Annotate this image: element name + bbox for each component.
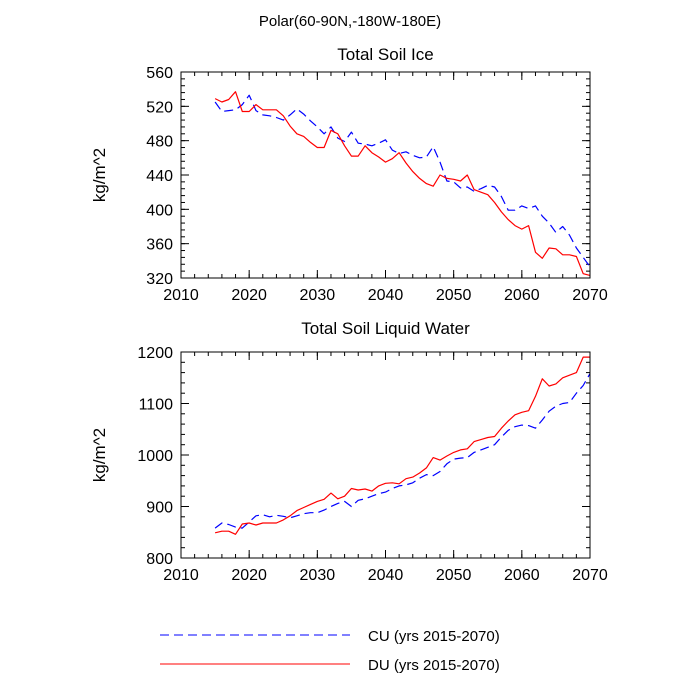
soil-ice-title: Total Soil Ice — [337, 45, 433, 64]
soil-ice-y-axis-label: kg/m^2 — [90, 148, 109, 202]
legend: CU (yrs 2015-2070) DU (yrs 2015-2070) — [160, 628, 500, 674]
soil-ice-x-tick-label: 2020 — [231, 287, 267, 304]
soil-ice-x-tick-label: 2010 — [163, 287, 199, 304]
soil-ice-y-tick-label: 560 — [146, 65, 173, 82]
soil-ice-panel: Total Soil Ice kg/m^2 2010 2020 2030 2040 2050… — [90, 45, 608, 304]
soil-liquid-water-x-tick-label: 2070 — [572, 567, 608, 584]
soil-liquid-water-title: Total Soil Liquid Water — [301, 319, 470, 338]
soil-liquid-water-y-tick-label: 1000 — [137, 448, 173, 465]
soil-liquid-water-y-tick-label: 900 — [146, 500, 173, 517]
soil-ice-y-tick-label: 440 — [146, 168, 173, 185]
soil-liquid-water-y-tick-label: 800 — [146, 551, 173, 568]
legend-label-cu: CU (yrs 2015-2070) — [368, 628, 500, 645]
soil-liquid-water-series-cu-line — [214, 373, 591, 529]
soil-ice-y-tick-label: 360 — [146, 237, 173, 254]
soil-ice-y-tick-label: 480 — [146, 134, 173, 151]
soil-ice-x-tick-label: 2070 — [572, 287, 608, 304]
soil-liquid-water-y-tick-label: 1100 — [139, 397, 174, 414]
soil-liquid-water-y-axis-label: kg/m^2 — [90, 428, 109, 482]
soil-ice-series-du-line — [214, 91, 591, 276]
soil-ice-x-tick-label: 2030 — [300, 287, 336, 304]
soil-ice-x-tick-label: 2060 — [504, 287, 540, 304]
soil-ice-y-tick-label: 320 — [146, 271, 173, 288]
soil-liquid-water-x-tick-label: 2010 — [163, 567, 199, 584]
soil-ice-plot-frame — [180, 71, 591, 279]
soil-ice-y-tick-label: 400 — [146, 202, 173, 219]
legend-label-du: DU (yrs 2015-2070) — [368, 657, 500, 674]
soil-liquid-water-x-tick-label: 2040 — [368, 567, 404, 584]
soil-ice-x-tick-label: 2040 — [368, 287, 404, 304]
soil-ice-series-cu-line — [214, 94, 591, 268]
soil-liquid-water-panel: Total Soil Liquid Water kg/m^2 2010 2020 203… — [90, 319, 608, 584]
soil-liquid-water-x-tick-label: 2050 — [436, 567, 472, 584]
soil-ice-x-tick-label: 2050 — [436, 287, 472, 304]
soil-liquid-water-x-tick-label: 2030 — [300, 567, 336, 584]
soil-liquid-water-y-tick-label: 1200 — [137, 345, 173, 362]
soil-ice-y-tick-label: 520 — [146, 99, 173, 116]
figure-title: Polar(60-90N,-180W-180E) — [259, 13, 441, 30]
soil-liquid-water-x-tick-label: 2060 — [504, 567, 540, 584]
soil-liquid-water-series-du-line — [214, 356, 590, 535]
legend-entry-cu: CU (yrs 2015-2070) — [160, 628, 500, 645]
legend-entry-du: DU (yrs 2015-2070) — [160, 657, 500, 674]
soil-liquid-water-x-tick-label: 2020 — [231, 567, 267, 584]
soil-liquid-water-plot-frame — [180, 351, 591, 559]
